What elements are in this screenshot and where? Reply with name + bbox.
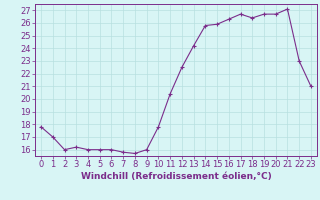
X-axis label: Windchill (Refroidissement éolien,°C): Windchill (Refroidissement éolien,°C) <box>81 172 271 181</box>
